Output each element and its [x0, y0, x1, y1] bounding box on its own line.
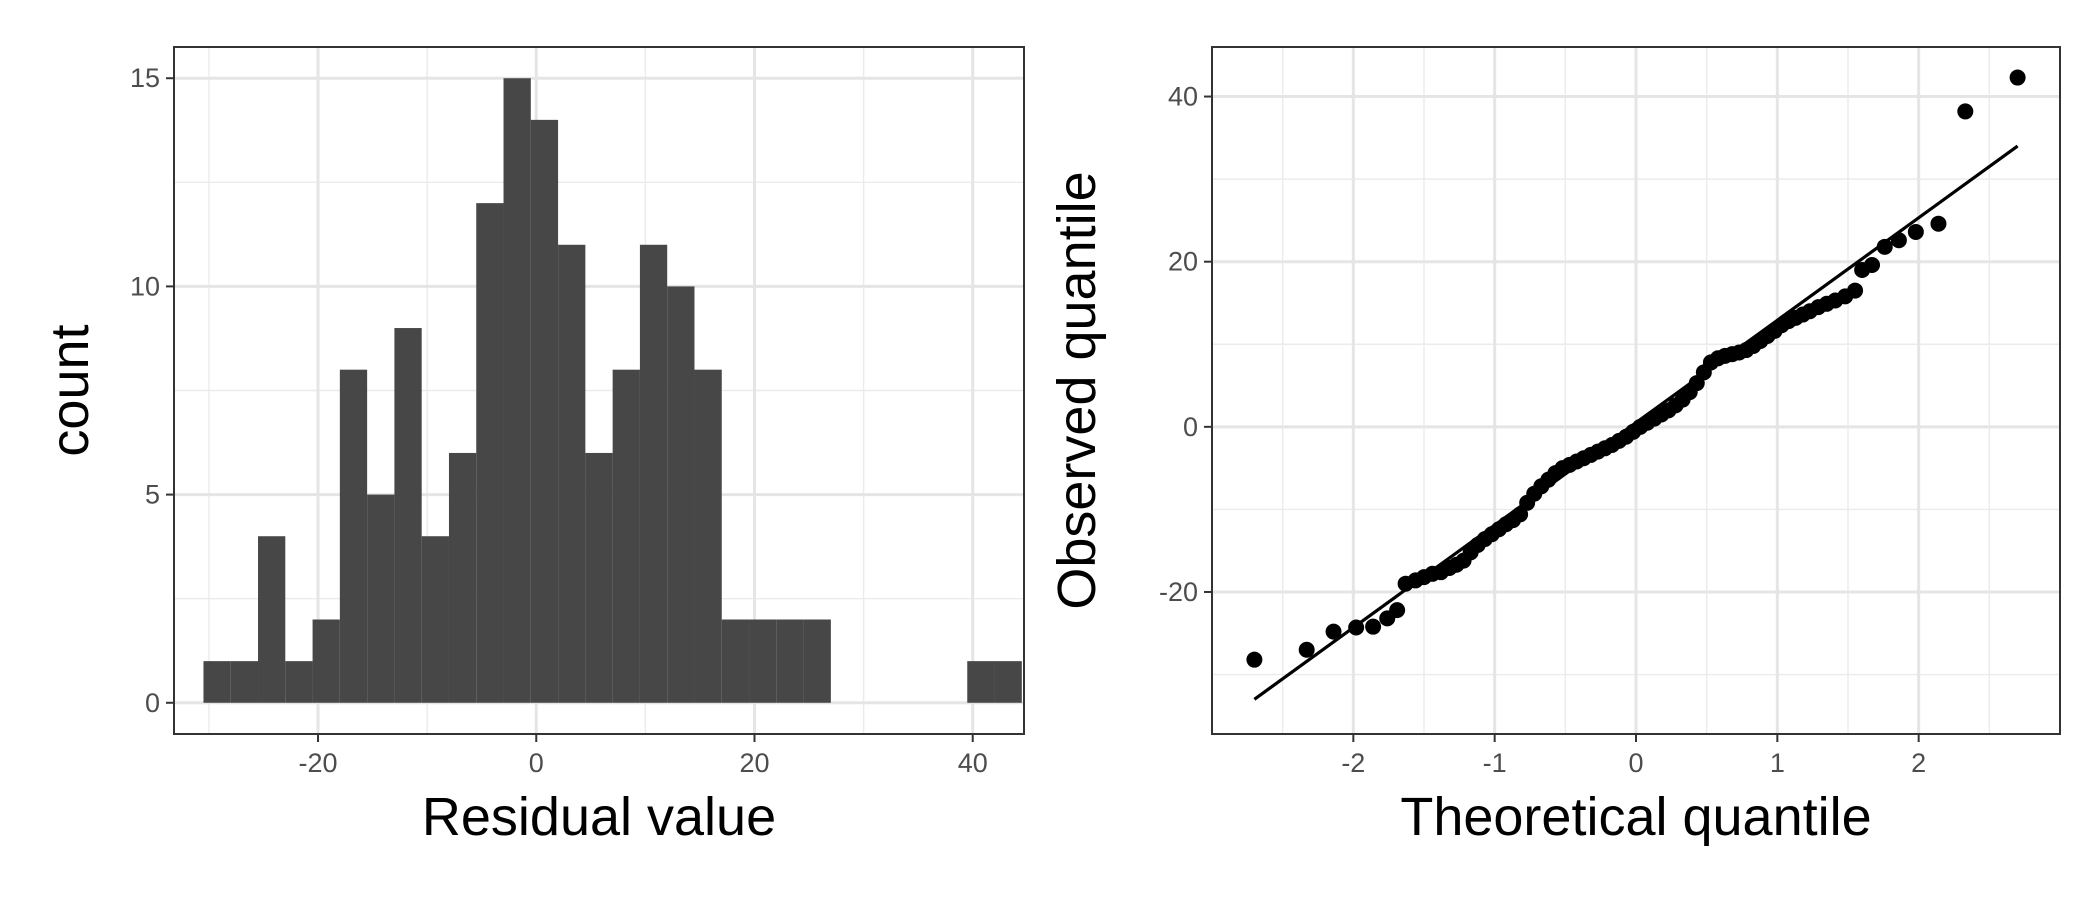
data-point [1864, 256, 1881, 273]
data-point [1348, 619, 1365, 636]
histogram-bar [585, 452, 613, 703]
histogram-bar [312, 619, 340, 703]
histogram-bar [721, 619, 750, 703]
histogram-bar [230, 661, 259, 703]
histogram-bar [558, 244, 586, 703]
y-tick-label: 10 [130, 271, 160, 301]
data-point [1930, 215, 1947, 232]
histogram-bar [776, 619, 804, 703]
data-point [1365, 618, 1382, 635]
data-point [1957, 103, 1974, 120]
y-tick-label: 15 [130, 63, 160, 93]
y-tick-label: -20 [1159, 577, 1198, 607]
x-tick-label: -20 [299, 748, 338, 778]
data-point [1246, 651, 1263, 668]
data-point [1907, 223, 1924, 240]
histogram-bar [749, 619, 777, 703]
qq-plot-panel: -2 -1 0 1 2 -20 0 20 40 Theoretical quantile Obser… [1047, 46, 2061, 847]
data-point [1890, 232, 1907, 249]
histogram-bar [285, 661, 313, 703]
x-axis-title: Residual value [422, 787, 776, 847]
histogram-bar [694, 369, 722, 703]
data-point [1325, 623, 1342, 640]
histogram-bar [258, 536, 286, 703]
y-tick-label: 5 [145, 480, 160, 510]
histogram-bar [612, 369, 640, 703]
x-tick-label: -2 [1341, 748, 1365, 778]
histogram-bar [803, 619, 831, 703]
histogram-bar [476, 203, 504, 703]
y-axis-title: count [40, 324, 100, 456]
x-tick-label: 2 [1911, 748, 1926, 778]
x-tick-label: 20 [739, 748, 769, 778]
x-axis-title: Theoretical quantile [1400, 787, 1871, 847]
x-tick-label: 1 [1770, 748, 1785, 778]
y-tick-label: 20 [1168, 247, 1198, 277]
histogram-bar [530, 119, 559, 703]
y-tick-label: 0 [1183, 412, 1198, 442]
histogram-bar [667, 286, 695, 703]
y-axis-title: Observed quantile [1047, 171, 1107, 609]
x-tick-label: -1 [1483, 748, 1507, 778]
histogram-bar [448, 452, 477, 703]
data-point [1512, 506, 1529, 523]
y-tick-label: 0 [145, 688, 160, 718]
histogram-panel: -20 0 20 40 0 5 10 15 Residual value count [40, 46, 1025, 847]
histogram-bar [639, 244, 668, 703]
data-point [1298, 641, 1315, 658]
histogram-bar [394, 328, 422, 703]
histogram-bar [367, 494, 395, 703]
histogram-bar [503, 78, 531, 703]
histogram-bar [967, 661, 995, 703]
histogram-bar [421, 536, 449, 703]
panel-border [173, 46, 1025, 735]
histogram-bar [203, 661, 231, 703]
data-point [1847, 282, 1864, 299]
x-tick-label: 0 [529, 748, 544, 778]
x-tick-label: 0 [1628, 748, 1643, 778]
data-point [2009, 69, 2026, 86]
data-point [1876, 238, 1893, 255]
histogram-bar [994, 661, 1022, 703]
y-tick-label: 40 [1168, 82, 1198, 112]
x-tick-label: 40 [958, 748, 988, 778]
data-point [1389, 602, 1406, 619]
histogram-bar [339, 369, 368, 703]
